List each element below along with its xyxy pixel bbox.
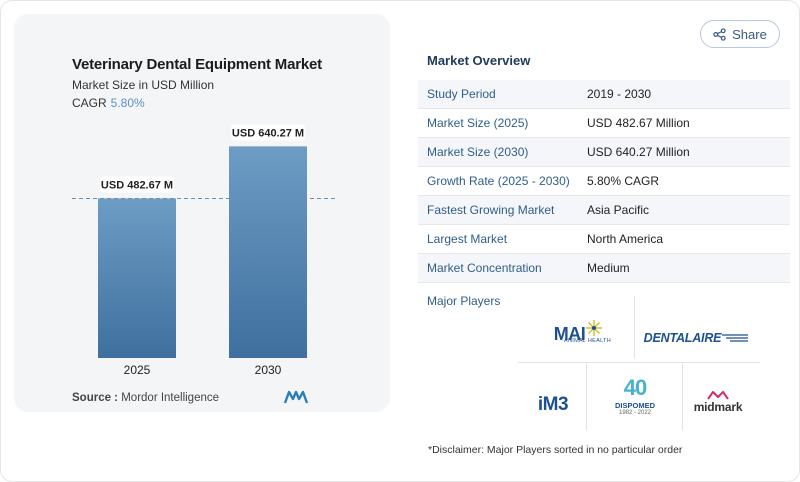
share-button[interactable]: Share: [700, 20, 780, 48]
grid-divider: [518, 362, 760, 363]
midmark-logo-text: midmark: [693, 400, 743, 414]
cagr-line: CAGR 5.80%: [72, 96, 145, 110]
market-overview-title: Market Overview: [427, 53, 531, 68]
overview-row-value: Medium: [587, 261, 630, 275]
overview-row: Largest Market North America: [418, 225, 790, 254]
im3-logo: iM3: [524, 392, 582, 418]
source-line: Source : Mordor Intelligence: [72, 392, 219, 404]
overview-row: Market Size (2025) USD 482.67 Million: [418, 109, 790, 138]
overview-row: Market Concentration Medium: [418, 254, 790, 283]
dentalaire-logo-text: DENTALAIRE: [643, 331, 722, 345]
source-label: Source :: [72, 392, 119, 404]
mai-animal-health-logo: MAI ANIMAL HEALTH: [532, 318, 624, 350]
overview-row-value: USD 640.27 Million: [587, 145, 690, 159]
dispomed-logo: 40 DISPOMED 1982 - 2022: [604, 374, 666, 418]
overview-row-value: Asia Pacific: [587, 203, 650, 217]
x-tick-label: 2025: [124, 363, 151, 377]
bar-2025: [98, 198, 176, 358]
grid-divider: [634, 296, 635, 358]
grid-divider: [682, 364, 683, 430]
data-label-background: [100, 176, 174, 193]
overview-row-label: Fastest Growing Market: [427, 203, 555, 217]
overview-row-label: Growth Rate (2025 - 2030): [427, 174, 570, 188]
midmark-emblem-icon: [707, 391, 729, 400]
data-label: USD 482.67 M: [101, 179, 173, 191]
bar-chart: USD 482.67 M 2025 USD 640.27 M 2030: [72, 124, 338, 377]
overview-row-value: USD 482.67 Million: [587, 116, 690, 130]
overview-row-value: 2019 - 2030: [587, 87, 652, 101]
disclaimer-text: *Disclaimer: Major Players sorted in no …: [428, 444, 683, 456]
chart-subtitle: Market Size in USD Million: [72, 78, 215, 92]
mai-logo-subtext: ANIMAL HEALTH: [564, 338, 611, 344]
dispomed-years: 1982 - 2022: [618, 409, 652, 416]
chart-card: [14, 14, 390, 412]
dispomed-anniversary-number: 40: [623, 374, 648, 400]
overview-row-value: North America: [587, 232, 664, 246]
overview-row-label: Market Size (2030): [427, 145, 529, 159]
data-label-background: [231, 124, 305, 141]
overview-row-label: Largest Market: [427, 232, 508, 246]
midmark-logo: midmark: [686, 386, 750, 418]
overview-row-label: Study Period: [427, 87, 496, 101]
overview-row-label: Market Size (2025): [427, 116, 529, 130]
major-players-title: Major Players: [427, 294, 501, 308]
grid-divider: [586, 364, 587, 430]
overview-row-label: Market Concentration: [427, 261, 542, 275]
share-label: Share: [732, 26, 767, 42]
cagr-label: CAGR: [72, 96, 107, 110]
market-overview-table: Study Period 2019 - 2030 Market Size (2025…: [418, 80, 790, 283]
x-tick-label: 2030: [255, 363, 282, 377]
overview-row: Market Size (2030) USD 640.27 Million: [418, 138, 790, 167]
cagr-value: 5.80%: [110, 96, 145, 110]
overview-row-value: 5.80% CAGR: [587, 174, 660, 188]
starburst-icon: [586, 320, 603, 336]
mordor-logo-icon: [284, 390, 308, 404]
im3-logo-text: iM3: [537, 394, 569, 415]
bar-2030: [229, 146, 307, 358]
dispomed-logo-text: DISPOMED: [614, 400, 655, 410]
overview-row: Fastest Growing Market Asia Pacific: [418, 196, 790, 225]
source-value: Mordor Intelligence: [121, 392, 220, 404]
dentalaire-logo: DENTALAIRE: [640, 328, 752, 348]
overview-row: Study Period 2019 - 2030: [418, 80, 790, 109]
mai-logo-text: MAI: [553, 323, 586, 344]
share-icon: [713, 27, 726, 41]
overview-row: Growth Rate (2025 - 2030) 5.80% CAGR: [418, 167, 790, 196]
speed-lines-icon: [722, 334, 749, 342]
chart-title: Veterinary Dental Equipment Market: [72, 56, 322, 73]
data-label: USD 640.27 M: [232, 127, 304, 139]
